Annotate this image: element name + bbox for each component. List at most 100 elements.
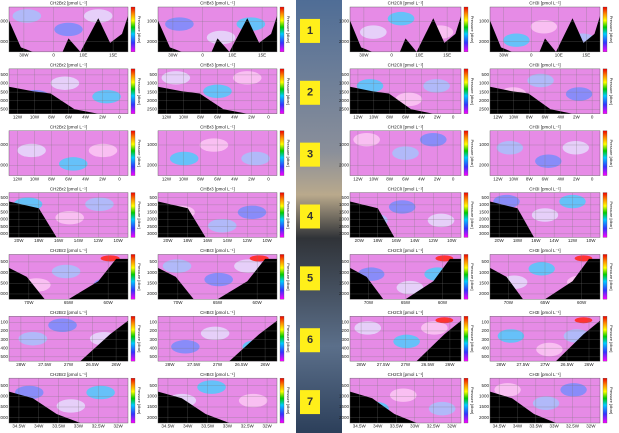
x-tick-label: 4W (231, 176, 239, 181)
y-tick-label: 1000 (0, 270, 8, 275)
concentration-patch (207, 31, 236, 44)
x-tick-label: 32.5W (566, 424, 580, 429)
panel: CH3I [pmol L⁻¹]70W65W60W500100015002000P… (479, 248, 614, 305)
x-tick-label: 12W (493, 114, 503, 119)
panel-title: CH2Br2 [pmol L⁻¹] (50, 310, 87, 315)
y-tick-label: 3000 (0, 231, 8, 236)
x-tick-label: 8W (197, 176, 205, 181)
y-tick-label: 2500 (147, 224, 158, 229)
x-tick-label: 2W (248, 114, 256, 119)
x-tick-label: 33W (223, 424, 233, 429)
y-tick-label: 2000 (339, 163, 350, 168)
y-tick-label: 1500 (479, 280, 490, 285)
axis-label: Pressure [dbar] (470, 78, 475, 105)
x-tick-label: 26.5W (560, 362, 574, 367)
concentration-patch (529, 262, 555, 275)
x-tick-label: 10W (179, 176, 189, 181)
x-tick-label: 8W (526, 176, 534, 181)
x-tick-label: 8W (386, 114, 394, 119)
row-number: 6 (307, 334, 313, 346)
x-tick-label: 60W (253, 300, 263, 305)
x-tick-label: 27W (540, 362, 550, 367)
x-tick-label: 8W (48, 114, 56, 119)
axis-label: Pressure [dbar] (286, 16, 291, 43)
y-tick-label: 200 (481, 328, 489, 333)
y-tick-label: 2000 (479, 217, 490, 222)
axis-label: Pressure [dbar] (609, 325, 614, 352)
panel-title: CH2Br2 [pmol L⁻¹] (50, 372, 87, 377)
x-tick-label: 0 (452, 114, 455, 119)
x-tick-label: 2W (99, 176, 107, 181)
concentration-patch (497, 141, 523, 154)
x-tick-label: 26.5W (421, 362, 435, 367)
colorbar (464, 131, 468, 176)
x-tick-label: 6W (542, 176, 550, 181)
concentration-patch (563, 141, 589, 154)
y-tick-label: 300 (481, 337, 489, 342)
y-tick-label: 500 (481, 354, 489, 359)
concentration-patch (420, 133, 447, 146)
x-tick-label: 12W (353, 176, 363, 181)
axis-label: Pressure [dbar] (470, 201, 475, 228)
colorbar (280, 69, 284, 114)
y-tick-label: 2500 (339, 107, 350, 112)
x-tick-label: 0 (118, 114, 121, 119)
concentration-patch (171, 340, 200, 353)
concentration-patch (55, 211, 84, 224)
y-tick-label: 1000 (339, 393, 350, 398)
panel-title: CH3I [pmol L⁻¹] (529, 186, 560, 191)
x-tick-label: 34.5W (12, 424, 26, 429)
x-tick-label: 0 (591, 114, 594, 119)
x-tick-label: 4W (82, 176, 90, 181)
row-number: 1 (307, 25, 313, 37)
x-tick-label: 32W (447, 424, 457, 429)
x-tick-label: 14W (550, 238, 560, 243)
y-tick-label: 1500 (479, 404, 490, 409)
y-tick-label: 1000 (0, 202, 8, 207)
x-tick-label: 26W (584, 362, 594, 367)
y-tick-label: 2000 (339, 217, 350, 222)
concentration-patch (208, 219, 237, 232)
y-tick-label: 1000 (0, 142, 8, 147)
axis-label: Pressure [dbar] (609, 387, 614, 414)
y-tick-label: 500 (0, 259, 8, 264)
y-tick-label: 2500 (147, 107, 158, 112)
x-tick-label: 14W (223, 238, 233, 243)
x-tick-label: 65W (213, 300, 223, 305)
y-tick-label: 500 (0, 72, 8, 77)
x-tick-label: 10W (447, 238, 457, 243)
x-tick-label: 2W (573, 176, 581, 181)
panel: CH2Br2 [pmol L⁻¹]34.5W34W33.5W33W32.5W32… (0, 372, 142, 429)
x-tick-label: 34.5W (493, 424, 507, 429)
colorbar (131, 69, 135, 114)
axis-label: Pressure [dbar] (137, 387, 142, 414)
y-tick-label: 1000 (339, 142, 350, 147)
x-tick-label: 12W (568, 238, 578, 243)
concentration-patch (560, 383, 586, 396)
x-tick-label: 70W (173, 300, 183, 305)
x-tick-label: 20W (355, 238, 365, 243)
x-tick-label: 0 (390, 53, 393, 58)
concentration-patch (204, 273, 233, 286)
x-tick-label: 33W (74, 424, 84, 429)
colorbar (464, 69, 468, 114)
x-tick-label: 12W (243, 238, 253, 243)
y-tick-label: 500 (481, 383, 489, 388)
panel-title: CHBr3 [pmol L⁻¹] (200, 124, 235, 129)
y-tick-label: 1000 (479, 81, 490, 86)
concentration-patch (89, 144, 118, 157)
x-tick-label: 10W (586, 238, 596, 243)
panel-title: CH2ClI [pmol L⁻¹] (388, 372, 424, 377)
y-tick-label: 2000 (479, 163, 490, 168)
x-tick-label: 12W (429, 238, 439, 243)
axis-label: Pressure [dbar] (470, 387, 475, 414)
panel-title: CHBr3 [pmol L⁻¹] (200, 372, 235, 377)
panel: CHBr3 [pmol L⁻¹]12W10W8W6W4W2W0500100015… (147, 63, 291, 120)
y-tick-label: 3000 (339, 231, 350, 236)
panel-title: CH2Br2 [pmol L⁻¹] (50, 248, 87, 253)
panel-title: CHBr3 [pmol L⁻¹] (200, 63, 235, 68)
y-tick-label: 1500 (479, 209, 490, 214)
x-tick-label: 70W (364, 300, 374, 305)
x-tick-label: 15E (443, 53, 451, 58)
x-tick-label: 12W (94, 238, 104, 243)
